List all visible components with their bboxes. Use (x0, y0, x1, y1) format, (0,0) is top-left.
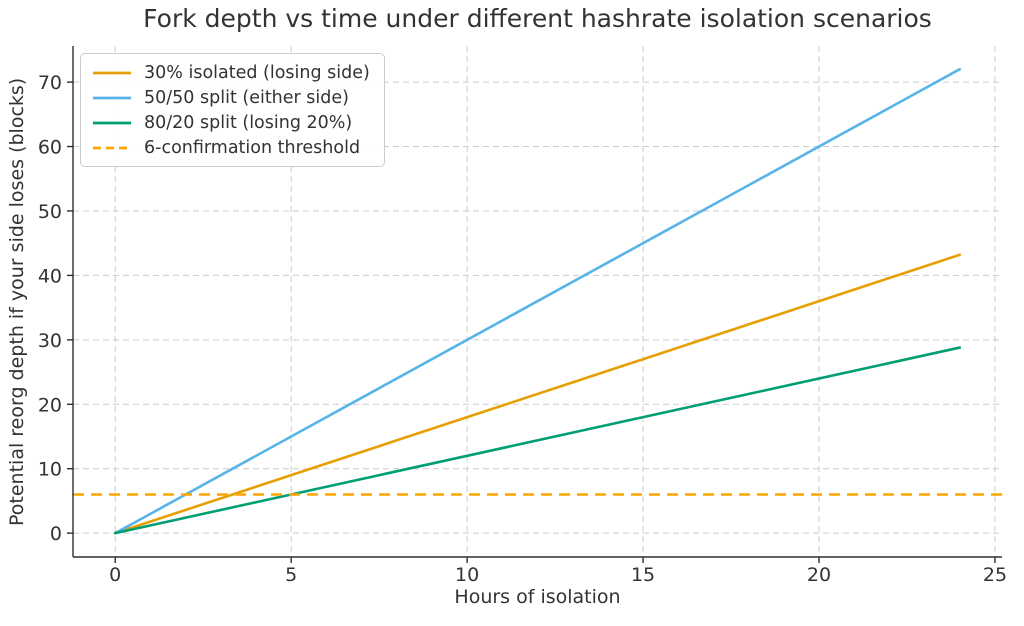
x-tick-label: 5 (285, 564, 297, 586)
y-tick-label: 40 (38, 265, 62, 287)
legend-label: 80/20 split (losing 20%) (144, 112, 353, 133)
y-tick-label: 0 (50, 523, 62, 545)
legend-swatch-line (93, 96, 131, 99)
legend-item: 6-confirmation threshold (91, 136, 370, 159)
legend-swatch-line (93, 71, 131, 74)
legend-label: 30% isolated (losing side) (144, 62, 370, 83)
y-tick-label: 50 (38, 201, 62, 223)
legend-label: 6-confirmation threshold (144, 137, 361, 158)
series-line (113, 67, 962, 535)
x-tick-label: 0 (109, 564, 121, 586)
x-tick-label: 25 (983, 564, 1007, 586)
x-axis-label: Hours of isolation (454, 586, 621, 608)
legend-item: 30% isolated (losing side) (91, 61, 370, 84)
series-line (113, 253, 962, 535)
legend: 30% isolated (losing side) 50/50 split (e… (80, 53, 385, 167)
legend-item: 50/50 split (either side) (91, 86, 370, 109)
legend-swatch-line (93, 146, 131, 149)
y-tick-label: 70 (38, 72, 62, 94)
y-tick-label: 60 (38, 137, 62, 159)
legend-item: 80/20 split (losing 20%) (91, 111, 370, 134)
series-line (113, 346, 962, 535)
chart-title: Fork depth vs time under different hashr… (143, 4, 932, 33)
y-tick-label: 30 (38, 330, 62, 352)
legend-swatch-line (93, 121, 131, 124)
y-tick-label: 10 (38, 459, 62, 481)
y-tick-label: 20 (38, 394, 62, 416)
x-tick-label: 10 (455, 564, 479, 586)
legend-label: 50/50 split (either side) (144, 87, 349, 108)
x-tick-label: 20 (807, 564, 831, 586)
x-tick-label: 15 (631, 564, 655, 586)
